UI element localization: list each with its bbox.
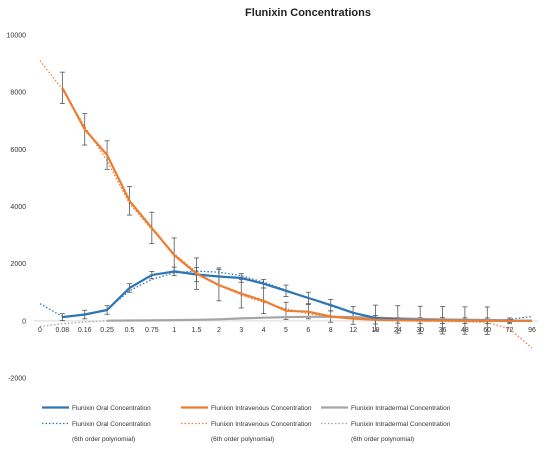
x-tick-label: 4	[262, 327, 266, 334]
y-tick-label: 10000	[7, 33, 27, 40]
y-tick-label: 6000	[10, 147, 26, 154]
x-tick-label: 0.75	[145, 327, 159, 334]
chart-title: Flunixin Concentrations	[245, 7, 371, 19]
x-tick-label: 3	[239, 327, 243, 334]
y-axis: -2000 0 2000 4000 6000 8000 10000	[7, 33, 27, 383]
series-line-0	[62, 270, 532, 322]
y-tick-label: 8000	[10, 90, 26, 97]
x-tick-label: 0	[38, 327, 42, 334]
legend-label: Flunixin Intravenous Concentration	[211, 405, 312, 412]
legend-label: (6th order polynomial)	[72, 436, 135, 443]
legend-label: Flunixin Oral Concentration	[72, 405, 151, 412]
y-tick-label: -2000	[8, 376, 26, 383]
x-axis: 0 0.08 0.16 0.25 0.5 0.75 1 1.5 2 3 4 5 6 8 12 18 24 30 36…	[34, 320, 538, 334]
x-tick-label: 1.5	[192, 327, 202, 334]
error-bars	[59, 71, 513, 335]
x-tick-label: 5	[284, 327, 288, 334]
legend-label: (6th order polynomial)	[211, 436, 274, 443]
x-tick-label: 0.08	[56, 327, 70, 334]
series-lines	[61, 87, 532, 322]
legend-label: Flunixin Intradermal Concentration	[351, 405, 451, 412]
x-tick-label: 12	[349, 327, 357, 334]
legend-label: Flunixin Oral Concentration	[72, 421, 151, 428]
x-tick-label: 0.5	[125, 327, 135, 334]
x-tick-label: 2	[217, 327, 221, 334]
y-tick-label: 0	[22, 318, 26, 325]
y-tick-label: 2000	[10, 261, 26, 268]
x-tick-label: 8	[329, 327, 333, 334]
x-tick-label: 72	[506, 327, 514, 334]
legend-label: (6th order polynomial)	[351, 436, 414, 443]
x-tick-label: 96	[528, 327, 536, 334]
legend-label: Flunixin Intravenous Concentration	[211, 421, 312, 428]
y-tick-label: 4000	[10, 204, 26, 211]
x-tick-label: 0.25	[100, 327, 114, 334]
legend-label: Flunixin Intradermal Concentration	[351, 421, 451, 428]
legend: Flunixin Oral Concentration Flunixin Intr…	[42, 405, 451, 443]
series-line-1	[61, 87, 532, 322]
x-tick-label: 6	[306, 327, 310, 334]
x-tick-label: 0.16	[78, 327, 92, 334]
x-tick-label: 1	[172, 327, 176, 334]
